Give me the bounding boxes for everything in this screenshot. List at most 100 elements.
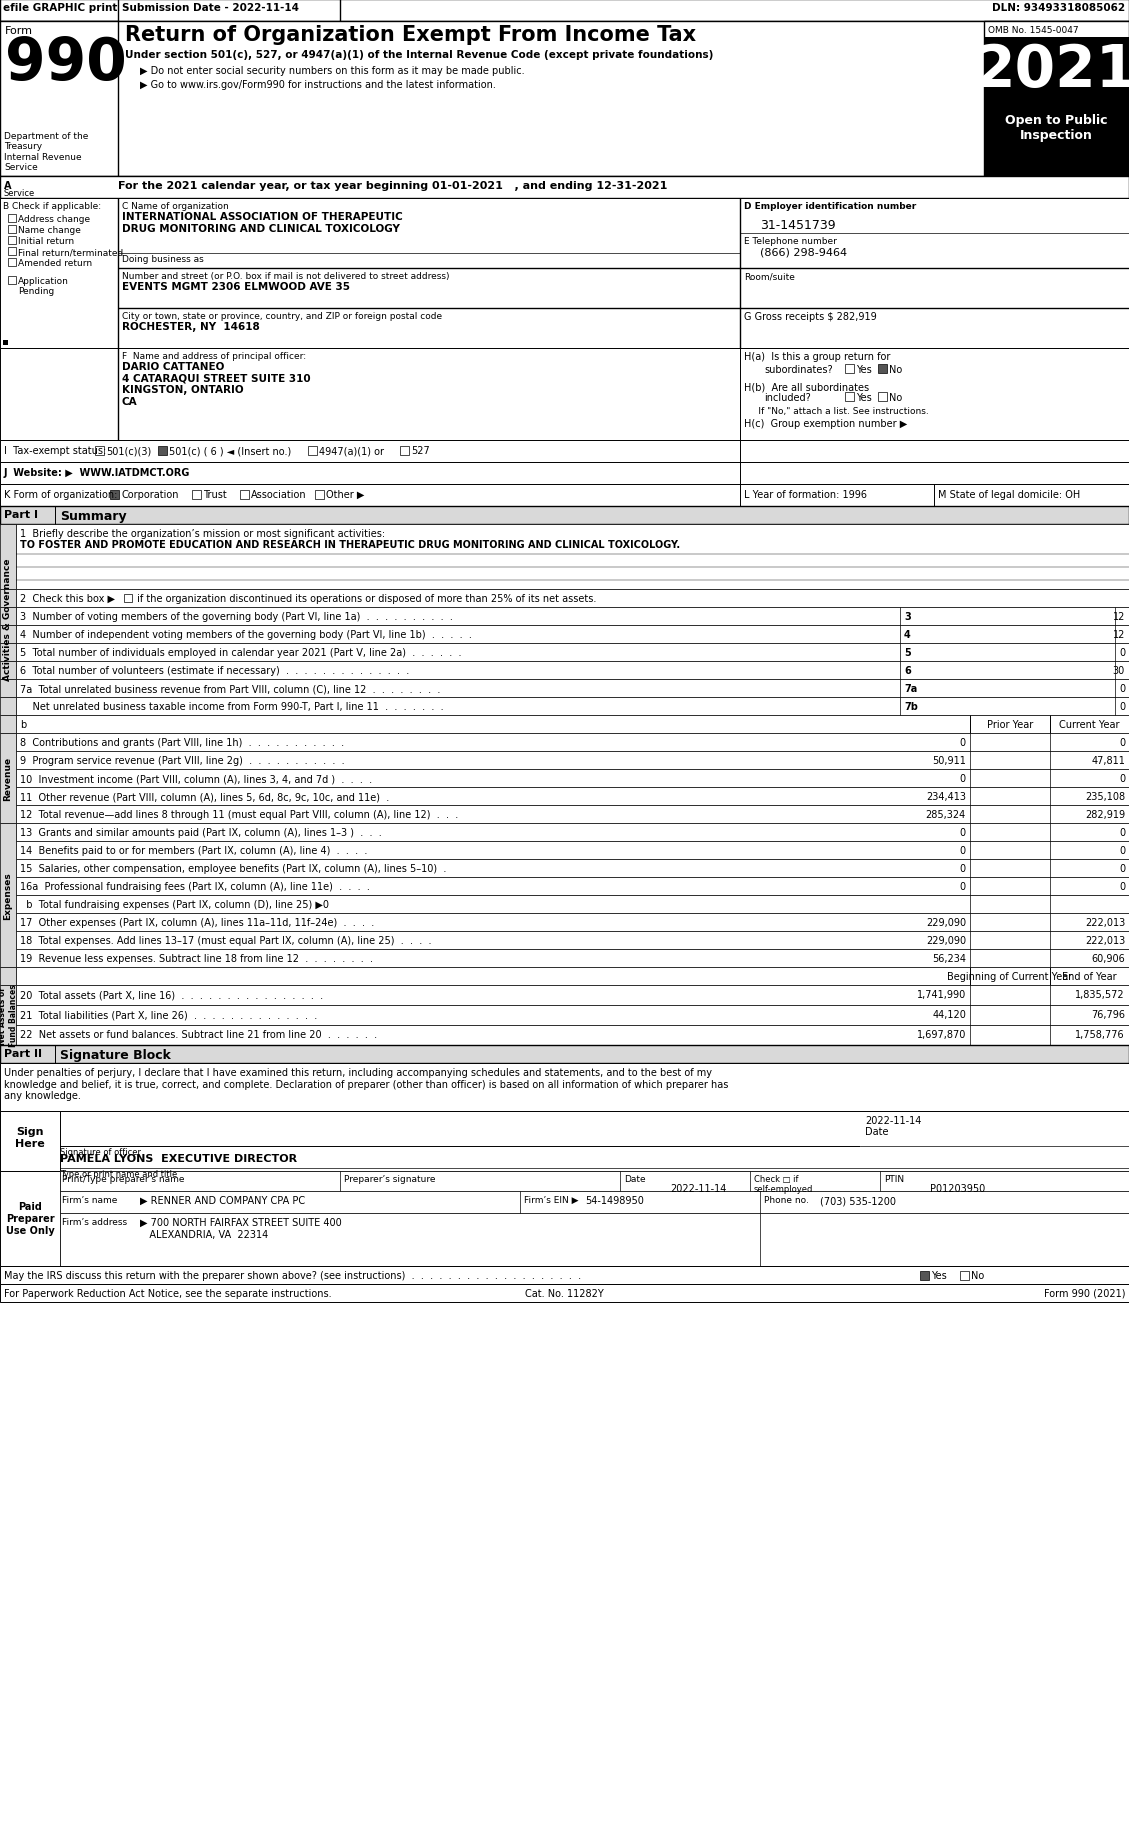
Bar bbox=[16, 697, 1129, 716]
Text: 1  Briefly describe the organization’s mission or most significant activities:: 1 Briefly describe the organization’s mi… bbox=[20, 529, 385, 538]
Text: Final return/terminated: Final return/terminated bbox=[18, 247, 123, 256]
Text: 12: 12 bbox=[1112, 611, 1124, 622]
Text: Signature of officer: Signature of officer bbox=[60, 1147, 141, 1157]
Text: Under penalties of perjury, I declare that I have examined this return, includin: Under penalties of perjury, I declare th… bbox=[5, 1067, 728, 1100]
Text: OMB No. 1545-0047: OMB No. 1545-0047 bbox=[988, 26, 1078, 35]
Text: Part II: Part II bbox=[5, 1049, 42, 1058]
Text: 6: 6 bbox=[904, 666, 911, 675]
Text: 50,911: 50,911 bbox=[933, 756, 966, 765]
Bar bbox=[960, 1272, 969, 1281]
Bar bbox=[0, 662, 16, 679]
Text: 10  Investment income (Part VIII, column (A), lines 3, 4, and 7d )  .  .  .  .: 10 Investment income (Part VIII, column … bbox=[20, 774, 373, 783]
Text: 285,324: 285,324 bbox=[926, 809, 966, 820]
Bar bbox=[0, 350, 1129, 441]
Text: 4: 4 bbox=[904, 630, 911, 640]
Bar bbox=[0, 485, 1129, 507]
Bar bbox=[0, 0, 1129, 22]
Text: 1,697,870: 1,697,870 bbox=[917, 1030, 966, 1039]
Text: No: No bbox=[889, 393, 902, 403]
Bar bbox=[0, 626, 16, 644]
Text: Expenses: Expenses bbox=[3, 871, 12, 919]
Text: Under section 501(c), 527, or 4947(a)(1) of the Internal Revenue Code (except pr: Under section 501(c), 527, or 4947(a)(1)… bbox=[125, 49, 714, 60]
Bar bbox=[984, 22, 1129, 178]
Text: 501(c) ( 6 ) ◄ (Insert no.): 501(c) ( 6 ) ◄ (Insert no.) bbox=[169, 447, 291, 456]
Text: ▶ 700 NORTH FAIRFAX STREET SUITE 400
   ALEXANDRIA, VA  22314: ▶ 700 NORTH FAIRFAX STREET SUITE 400 ALE… bbox=[140, 1217, 342, 1239]
Bar bbox=[16, 626, 1129, 644]
Bar bbox=[8, 276, 16, 285]
Bar bbox=[60, 1191, 1129, 1213]
Text: Net Assets or
Fund Balances: Net Assets or Fund Balances bbox=[0, 985, 18, 1047]
Text: 234,413: 234,413 bbox=[926, 792, 966, 802]
Bar bbox=[16, 644, 1129, 662]
Text: DARIO CATTANEO
4 CATARAQUI STREET SUITE 310
KINGSTON, ONTARIO
CA: DARIO CATTANEO 4 CATARAQUI STREET SUITE … bbox=[122, 362, 310, 406]
Text: Type or print name and title: Type or print name and title bbox=[60, 1169, 177, 1179]
Text: Check □ if
self-employed: Check □ if self-employed bbox=[754, 1175, 813, 1193]
Text: 2022-11-14: 2022-11-14 bbox=[669, 1184, 726, 1193]
Text: Trust: Trust bbox=[203, 490, 227, 500]
Text: For Paperwork Reduction Act Notice, see the separate instructions.: For Paperwork Reduction Act Notice, see … bbox=[5, 1288, 332, 1297]
Text: 3: 3 bbox=[904, 611, 911, 622]
Bar bbox=[0, 697, 16, 716]
Bar bbox=[16, 770, 1129, 787]
Text: Phone no.: Phone no. bbox=[764, 1195, 808, 1204]
Text: Revenue: Revenue bbox=[3, 756, 12, 802]
Text: Department of the
Treasury
Internal Revenue
Service: Department of the Treasury Internal Reve… bbox=[5, 132, 88, 172]
Text: G Gross receipts $ 282,919: G Gross receipts $ 282,919 bbox=[744, 311, 877, 322]
Bar bbox=[60, 1171, 1129, 1191]
Text: 527: 527 bbox=[411, 447, 430, 456]
Bar bbox=[0, 1045, 1129, 1063]
Bar bbox=[16, 913, 1129, 931]
Text: Submission Date - 2022-11-14: Submission Date - 2022-11-14 bbox=[122, 4, 299, 13]
Text: K Form of organization:: K Form of organization: bbox=[5, 490, 117, 500]
Text: 0: 0 bbox=[1119, 845, 1124, 856]
Bar bbox=[0, 1266, 1129, 1285]
Bar bbox=[984, 108, 1129, 178]
Bar bbox=[16, 878, 1129, 895]
Text: 0: 0 bbox=[1119, 774, 1124, 783]
Text: Sign
Here: Sign Here bbox=[15, 1127, 45, 1147]
Text: subordinates?: subordinates? bbox=[764, 364, 832, 375]
Text: 76,796: 76,796 bbox=[1091, 1010, 1124, 1019]
Bar bbox=[16, 679, 1129, 697]
Bar bbox=[0, 1111, 60, 1171]
Text: Net unrelated business taxable income from Form 990-T, Part I, line 11  .  .  . : Net unrelated business taxable income fr… bbox=[20, 701, 444, 712]
Text: Return of Organization Exempt From Income Tax: Return of Organization Exempt From Incom… bbox=[125, 26, 697, 46]
Bar bbox=[0, 679, 16, 697]
Text: 229,090: 229,090 bbox=[926, 935, 966, 946]
Text: 9  Program service revenue (Part VIII, line 2g)  .  .  .  .  .  .  .  .  .  .  .: 9 Program service revenue (Part VIII, li… bbox=[20, 756, 344, 765]
Bar bbox=[0, 441, 1129, 463]
Text: 501(c)(3): 501(c)(3) bbox=[106, 447, 151, 456]
Text: 15  Salaries, other compensation, employee benefits (Part IX, column (A), lines : 15 Salaries, other compensation, employe… bbox=[20, 864, 446, 873]
Text: 7a: 7a bbox=[904, 684, 917, 694]
Text: Beginning of Current Year: Beginning of Current Year bbox=[947, 972, 1073, 981]
Text: Current Year: Current Year bbox=[1059, 719, 1119, 730]
Text: Name change: Name change bbox=[18, 225, 81, 234]
Bar bbox=[8, 236, 16, 245]
Text: Application
Pending: Application Pending bbox=[18, 276, 69, 296]
Bar bbox=[984, 38, 1129, 108]
Bar bbox=[16, 860, 1129, 878]
Bar bbox=[16, 589, 1129, 608]
Text: No: No bbox=[889, 364, 902, 375]
Text: Service: Service bbox=[5, 188, 35, 198]
Text: 7a  Total unrelated business revenue from Part VIII, column (C), line 12  .  .  : 7a Total unrelated business revenue from… bbox=[20, 684, 440, 694]
Text: 5  Total number of individuals employed in calendar year 2021 (Part V, line 2a) : 5 Total number of individuals employed i… bbox=[20, 648, 462, 657]
Text: if the organization discontinued its operations or disposed of more than 25% of : if the organization discontinued its ope… bbox=[134, 593, 596, 604]
Text: Print/Type preparer’s name: Print/Type preparer’s name bbox=[62, 1175, 184, 1184]
Text: 7b: 7b bbox=[904, 701, 918, 712]
Text: 4947(a)(1) or: 4947(a)(1) or bbox=[320, 447, 384, 456]
Bar bbox=[0, 644, 16, 662]
Text: Yes: Yes bbox=[931, 1270, 947, 1281]
Bar bbox=[124, 595, 132, 602]
Text: 222,013: 222,013 bbox=[1085, 917, 1124, 928]
Text: A: A bbox=[5, 181, 11, 190]
Text: 0: 0 bbox=[960, 845, 966, 856]
Bar bbox=[0, 986, 16, 1045]
Bar bbox=[400, 447, 409, 456]
Text: Firm’s EIN ▶: Firm’s EIN ▶ bbox=[524, 1195, 578, 1204]
Text: Amended return: Amended return bbox=[18, 258, 93, 267]
Bar bbox=[920, 1272, 929, 1281]
Text: (866) 298-9464: (866) 298-9464 bbox=[760, 247, 847, 256]
Bar bbox=[110, 490, 119, 500]
Text: 1,835,572: 1,835,572 bbox=[1076, 990, 1124, 999]
